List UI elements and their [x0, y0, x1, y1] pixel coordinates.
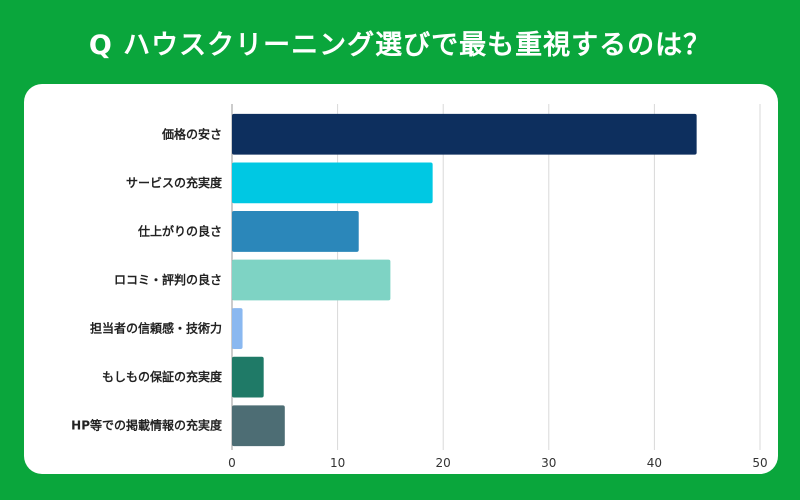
x-tick-label: 40	[647, 456, 662, 470]
bar-6	[232, 356, 264, 398]
chart-title: Q ハウスクリーニング選びで最も重視するのは？	[88, 29, 712, 61]
x-tick-label: 30	[541, 456, 556, 470]
bar-layer	[232, 113, 697, 447]
label-layer: 0 10 20 30 40 50 価格の安さサービスの充実度仕上がりの良さロコミ・評判の良さ…	[71, 126, 767, 470]
category-label: HP等での掲載情報の充実度	[71, 418, 223, 433]
category-label: サービスの充実度	[126, 175, 223, 190]
category-label: 担当者の信頼感・技術力	[90, 321, 222, 336]
x-tick-label: 50	[752, 456, 767, 470]
bar-1	[232, 113, 697, 155]
category-label: 仕上がりの良さ	[137, 223, 222, 238]
bar-3	[232, 211, 359, 252]
category-label: もしもの保証の充実度	[102, 369, 223, 384]
category-label: ロコミ・評判の良さ	[114, 272, 222, 287]
bar-5	[232, 308, 243, 349]
category-label: 価格の安さ	[161, 126, 222, 141]
bar-4	[232, 259, 391, 301]
x-tick-label: 10	[330, 456, 345, 470]
x-tick-label: 0	[228, 456, 236, 470]
bar-2	[232, 162, 433, 204]
x-tick-label: 20	[436, 456, 451, 470]
bar-7	[232, 405, 285, 447]
